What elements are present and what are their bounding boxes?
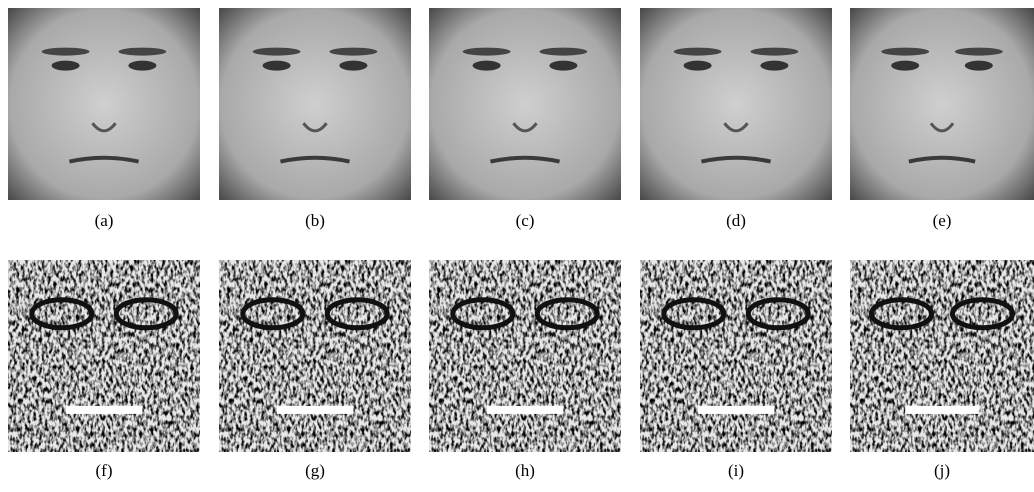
eye (128, 61, 156, 71)
eye (684, 61, 712, 71)
filtered-face-image (850, 260, 1034, 452)
face-background (8, 8, 200, 200)
face-background (219, 8, 411, 200)
caption: (i) (728, 461, 744, 480)
eye (891, 61, 919, 71)
texture-noise (219, 260, 411, 452)
eye (965, 61, 993, 71)
eyebrow (42, 48, 90, 56)
face-background (640, 8, 832, 200)
eye (473, 61, 501, 71)
caption: (h) (515, 461, 535, 480)
texture-noise (429, 260, 621, 452)
eyebrow (539, 48, 587, 56)
texture-noise (850, 260, 1034, 452)
face-image (8, 8, 200, 200)
face-image (850, 8, 1034, 200)
eye (760, 61, 788, 71)
caption: (b) (305, 211, 325, 230)
mouth-region (698, 406, 775, 414)
caption: (j) (934, 461, 950, 480)
filtered-face-image (219, 260, 411, 452)
caption: (g) (305, 461, 325, 480)
texture-noise (640, 260, 832, 452)
caption: (e) (933, 211, 952, 230)
mouth-region (66, 406, 143, 414)
face-image (640, 8, 832, 200)
eyebrow (674, 48, 722, 56)
eye (549, 61, 577, 71)
mouth-region (905, 406, 979, 414)
eyebrow (463, 48, 511, 56)
filtered-face-image (8, 260, 200, 452)
texture-noise (8, 260, 200, 452)
eyebrow (881, 48, 929, 56)
filtered-face-image (429, 260, 621, 452)
caption: (d) (726, 211, 746, 230)
caption: (c) (516, 211, 535, 230)
eye (52, 61, 80, 71)
figure: (a) (b) (c) (d) (e) (f) (g) (h) (i) (j) (0, 0, 1034, 487)
mouth-region (487, 406, 564, 414)
face-image (219, 8, 411, 200)
eyebrow (329, 48, 377, 56)
eyebrow (955, 48, 1003, 56)
caption: (f) (96, 461, 113, 480)
face-background (850, 8, 1034, 200)
eyebrow (253, 48, 301, 56)
eye (263, 61, 291, 71)
filtered-face-image (640, 260, 832, 452)
face-image (429, 8, 621, 200)
face-background (429, 8, 621, 200)
eye (339, 61, 367, 71)
caption: (a) (95, 211, 114, 230)
eyebrow (750, 48, 798, 56)
mouth-region (277, 406, 354, 414)
eyebrow (118, 48, 166, 56)
